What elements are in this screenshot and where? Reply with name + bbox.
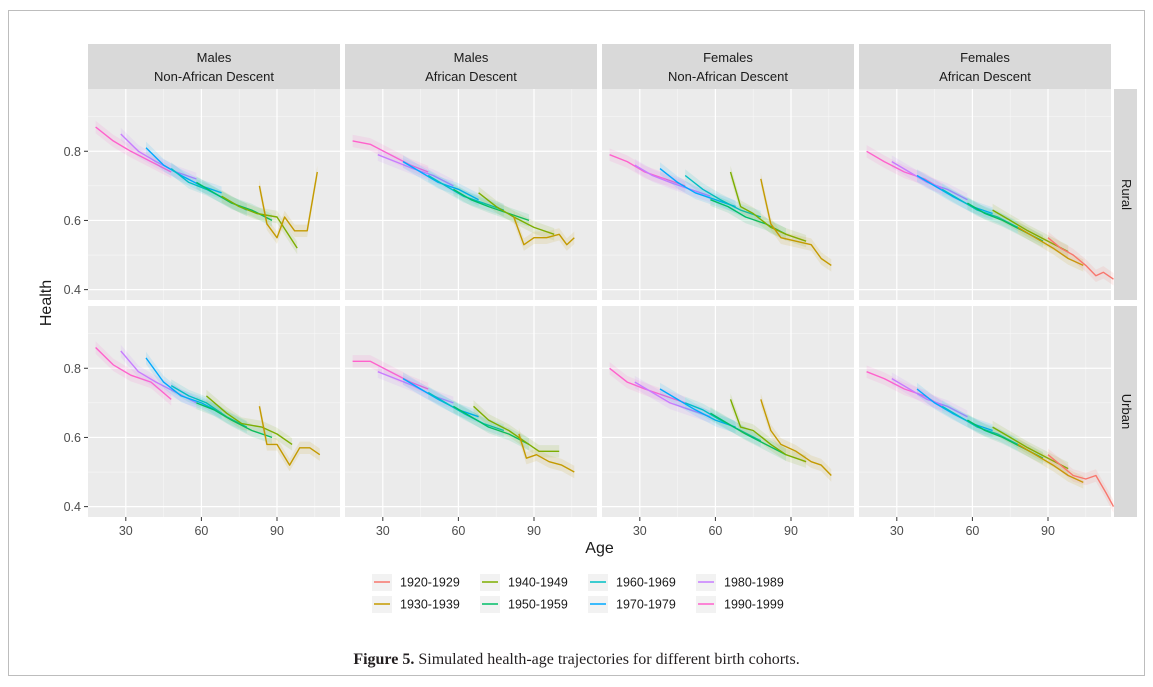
x-tick-label: 30	[376, 524, 390, 538]
legend-label: 1930-1939	[400, 598, 460, 612]
facet-strip-line1: Males	[454, 50, 489, 65]
facet-strip-line2: Non-African Descent	[668, 69, 788, 84]
legend-label: 1960-1969	[616, 576, 676, 590]
legend-label: 1980-1989	[724, 576, 784, 590]
facet-strip-line1: Females	[960, 50, 1010, 65]
legend-label: 1950-1959	[508, 598, 568, 612]
legend-label: 1970-1979	[616, 598, 676, 612]
x-tick-label: 90	[1041, 524, 1055, 538]
y-tick-label: 0.4	[64, 500, 81, 514]
facet-strip-line2: Non-African Descent	[154, 69, 274, 84]
y-tick-label: 0.6	[64, 431, 81, 445]
x-axis-title: Age	[585, 540, 614, 557]
x-tick-label: 90	[270, 524, 284, 538]
y-tick-label: 0.8	[64, 362, 81, 376]
x-tick-label: 30	[633, 524, 647, 538]
y-tick-label: 0.4	[64, 283, 81, 297]
facet-strip-line2: African Descent	[939, 69, 1031, 84]
facet-strip-row-label: Rural	[1119, 179, 1134, 210]
x-tick-label: 60	[451, 524, 465, 538]
caption-label: Figure 5.	[353, 651, 414, 668]
facet-strip-line1: Females	[703, 50, 753, 65]
caption-text: Simulated health-age trajectories for di…	[418, 651, 799, 668]
figure-caption: Figure 5. Simulated health-age trajectori…	[0, 651, 1153, 669]
x-tick-label: 60	[194, 524, 208, 538]
facet-strip-row-label: Urban	[1119, 394, 1134, 429]
x-tick-label: 60	[708, 524, 722, 538]
y-axis-title: Health	[38, 280, 55, 326]
legend-label: 1940-1949	[508, 576, 568, 590]
x-tick-label: 30	[119, 524, 133, 538]
x-tick-label: 90	[784, 524, 798, 538]
x-tick-label: 30	[890, 524, 904, 538]
legend-label: 1990-1999	[724, 598, 784, 612]
legend-label: 1920-1929	[400, 576, 460, 590]
y-tick-label: 0.6	[64, 214, 81, 228]
facet-strip-line2: African Descent	[425, 69, 517, 84]
y-tick-label: 0.8	[64, 145, 81, 159]
x-tick-label: 60	[965, 524, 979, 538]
facet-strip-line1: Males	[197, 50, 232, 65]
x-tick-label: 90	[527, 524, 541, 538]
